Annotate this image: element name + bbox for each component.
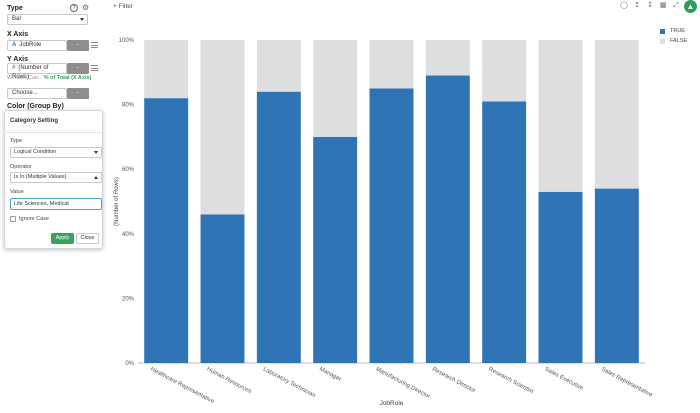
help-icon[interactable]: ?: [70, 4, 78, 12]
y-axis-label: (Number of Rows): [114, 177, 120, 226]
chart-type-value: Bar: [12, 16, 22, 22]
filter-button[interactable]: + Filter: [113, 3, 134, 10]
toolbar-icons: ◯ ↥ ↧ ▦ ⤢: [620, 2, 680, 10]
popup-divider: [4, 132, 103, 133]
x-tick-label: Laboratory Technician: [262, 366, 317, 399]
popup-title: Category Setting: [10, 118, 59, 124]
x-tick-label: Manufacturing Director: [375, 366, 431, 400]
chart-type-select[interactable]: Bar: [7, 14, 88, 25]
legend-swatch-true: [660, 28, 665, 34]
legend-label-false: FALSE: [670, 38, 688, 44]
bar-false: [313, 40, 358, 137]
legend-item-false[interactable]: FALSE: [660, 36, 687, 46]
x-axis-column-select[interactable]: A JobRole: [7, 40, 67, 51]
grid-icon[interactable]: ▦: [659, 2, 667, 9]
x-tick-label: Research Director: [431, 366, 477, 394]
bar-false: [369, 40, 414, 89]
expand-icon[interactable]: ⤢: [673, 2, 679, 9]
y-axis-options-button[interactable]: -: [67, 63, 89, 74]
x-axis-label: X Axis: [7, 31, 29, 38]
bar-true: [200, 214, 245, 363]
x-tick-label: Manager: [318, 366, 342, 382]
number-type-icon: #: [12, 65, 16, 71]
legend-swatch-false: [660, 38, 665, 44]
bar-true: [594, 188, 639, 363]
chevron-down-icon: [80, 18, 84, 21]
chevron-up-icon: [94, 176, 98, 179]
bar-false: [200, 40, 245, 215]
legend: TRUE FALSE: [660, 26, 687, 46]
popup-type-value: Logical Condition: [14, 149, 57, 155]
popup-type-select[interactable]: Logical Condition: [10, 147, 102, 158]
popup-operator-value: Is In (Multiple Values): [14, 174, 67, 180]
x-axis-menu-icon[interactable]: [91, 42, 98, 48]
bar-true: [482, 101, 527, 364]
y-tick-label: 40%: [122, 232, 135, 238]
bar-true: [256, 91, 301, 364]
x-axis-label: JobRole: [380, 400, 404, 407]
legend-item-true[interactable]: TRUE: [660, 26, 687, 36]
color-label: Color (Group By): [7, 103, 64, 110]
bar-false: [425, 40, 470, 76]
bar-true: [144, 98, 189, 363]
type-label: Type: [7, 5, 23, 12]
popup-value-input[interactable]: Life Sciences, Medical: [10, 198, 102, 210]
popup-type-label: Type: [10, 138, 22, 144]
popup-operator-label: Operator: [10, 164, 32, 170]
apply-button[interactable]: Apply: [51, 233, 74, 244]
y-axis-label: Y Axis: [7, 56, 29, 63]
pin-icon[interactable]: ▲: [684, 0, 697, 13]
choose-select[interactable]: Choose...: [7, 88, 67, 99]
gear-icon[interactable]: ⚙: [82, 3, 90, 12]
chevron-down-icon: [94, 151, 98, 154]
window-calc-label: Window Calc.:: [7, 75, 43, 81]
bar-false: [594, 40, 639, 189]
x-axis-column-value: JobRole: [19, 42, 42, 48]
comment-icon[interactable]: ◯: [620, 2, 628, 9]
ignore-case-checkbox[interactable]: [10, 216, 16, 222]
popup-operator-select[interactable]: Is In (Multiple Values): [10, 172, 102, 183]
x-tick-label: Sales Representative: [600, 366, 654, 398]
bar-true: [425, 75, 470, 363]
y-axis-column-value: (Number of Rows): [12, 65, 49, 80]
x-tick-label: Research Scientist: [487, 366, 534, 395]
x-tick-label: Sales Executive: [544, 366, 585, 392]
x-tick-label: Human Resources: [206, 366, 253, 395]
y-axis-menu-icon[interactable]: [91, 65, 98, 71]
choose-options-button[interactable]: -: [67, 88, 89, 99]
popup-value-text: Life Sciences, Medical: [14, 201, 69, 207]
bar-false: [256, 40, 301, 92]
bar-true: [369, 88, 414, 363]
bar-false: [144, 40, 189, 99]
legend-label-true: TRUE: [670, 28, 685, 34]
y-tick-label: 60%: [122, 167, 135, 173]
choose-value: Choose...: [12, 90, 38, 96]
window-calc-note: Window Calc.: % of Total (X Axis): [7, 75, 91, 81]
bar-true: [538, 191, 583, 363]
download-icon[interactable]: ↧: [647, 2, 653, 9]
category-setting-popup: [4, 110, 103, 249]
ignore-case-label: Ignore Case: [19, 216, 49, 222]
string-type-icon: A: [12, 42, 17, 48]
upload-icon[interactable]: ↥: [634, 2, 640, 9]
y-tick-label: 100%: [119, 38, 135, 44]
popup-value-label: Value: [10, 189, 24, 195]
left-panel: Type ? ⚙ Bar X Axis A JobRole - Y Axis #(…: [0, 0, 108, 413]
y-tick-label: 80%: [122, 103, 135, 109]
bar-false: [538, 40, 583, 192]
window-calc-value[interactable]: % of Total (X Axis): [43, 75, 92, 81]
x-tick-label: Healthcare Representative: [149, 366, 215, 405]
bar-false: [482, 40, 527, 102]
bar-true: [313, 136, 358, 363]
y-axis-column-select[interactable]: # (Number of Rows): [7, 63, 67, 80]
close-button[interactable]: Close: [76, 233, 99, 244]
y-tick-label: 20%: [122, 296, 135, 302]
x-axis-options-button[interactable]: -: [67, 40, 89, 51]
y-tick-label: 0%: [125, 361, 134, 367]
category-setting-content: Category Setting Type Logical Condition …: [4, 110, 103, 249]
